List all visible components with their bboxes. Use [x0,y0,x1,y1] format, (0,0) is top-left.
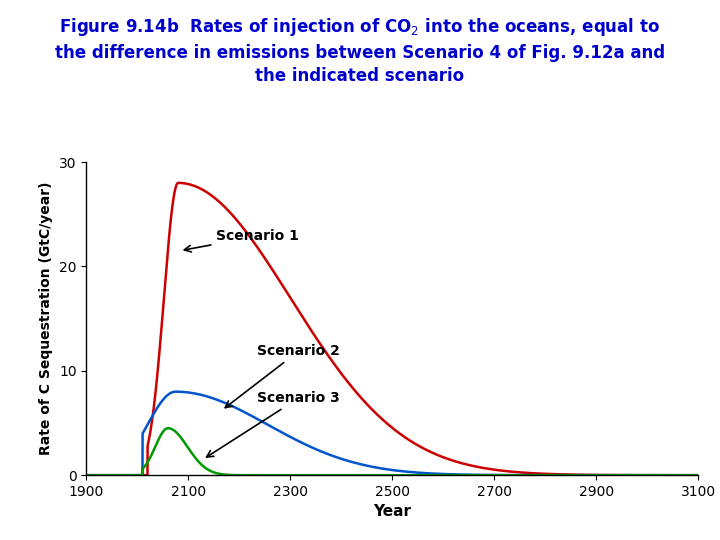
Text: Figure 9.14b  Rates of injection of CO$_2$ into the oceans, equal to
the differe: Figure 9.14b Rates of injection of CO$_2… [55,16,665,85]
Text: Scenario 2: Scenario 2 [225,344,340,408]
Y-axis label: Rate of C Sequestration (GtC/year): Rate of C Sequestration (GtC/year) [40,182,53,455]
Text: Scenario 3: Scenario 3 [207,391,340,457]
Text: Scenario 1: Scenario 1 [184,230,300,252]
X-axis label: Year: Year [374,504,411,519]
